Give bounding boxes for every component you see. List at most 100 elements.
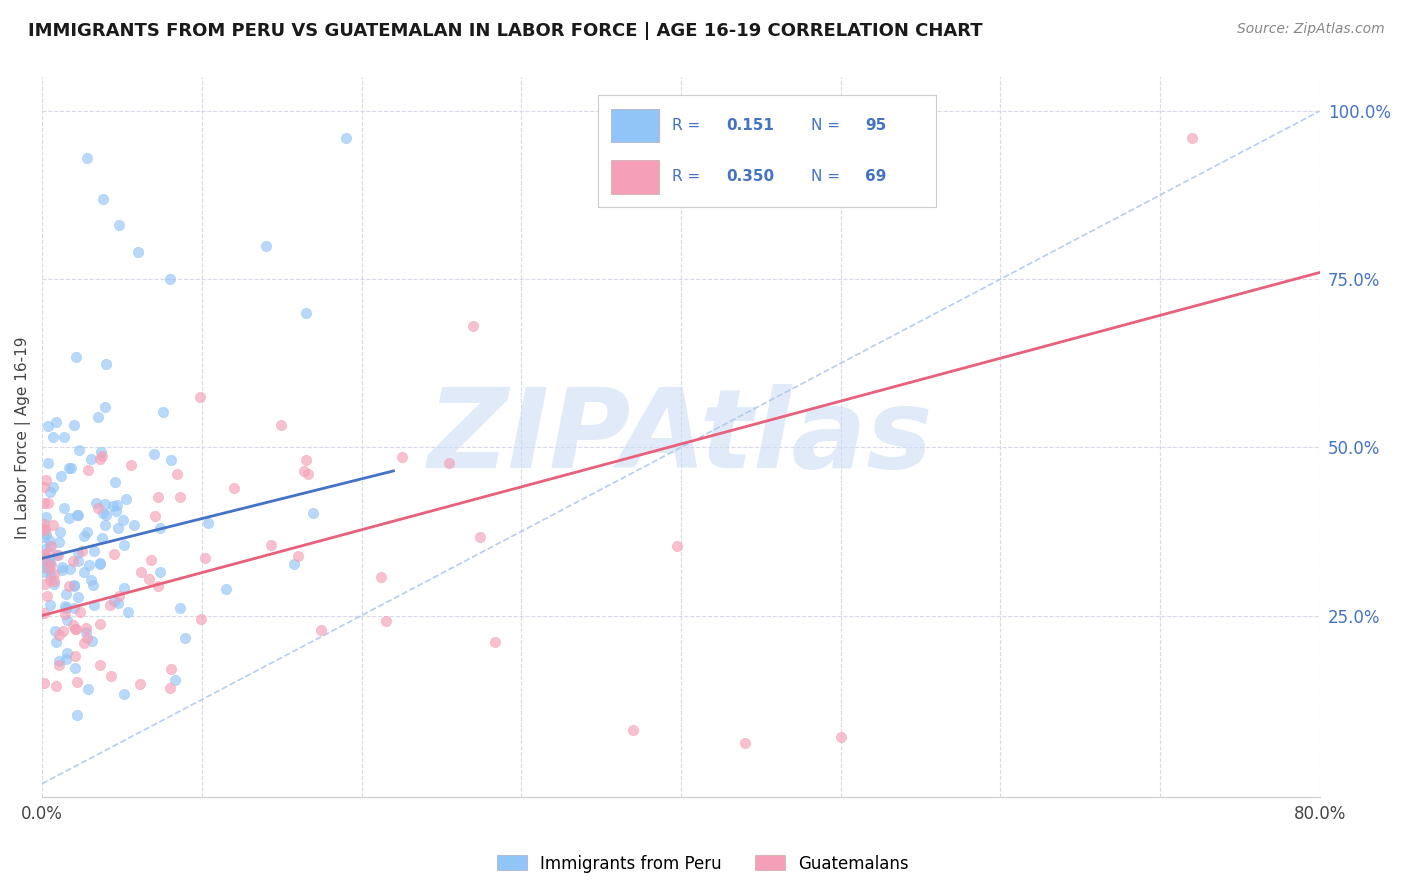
- Point: [665, 539, 688, 553]
- Point: [32, 547, 55, 561]
- Point: [73, 529, 96, 543]
- Point: [149, 565, 172, 579]
- Point: [32, 560, 55, 574]
- Point: [63, 579, 86, 593]
- Point: [62, 617, 84, 632]
- Point: [48, 658, 70, 673]
- Point: [38, 533, 60, 547]
- Point: [222, 481, 245, 495]
- Point: [70, 543, 93, 558]
- Point: [39, 484, 62, 499]
- Point: [101, 499, 124, 513]
- Point: [190, 612, 212, 626]
- Point: [63, 600, 86, 615]
- Point: [107, 596, 129, 610]
- Point: [294, 453, 316, 467]
- Point: [159, 663, 181, 677]
- Point: [194, 550, 217, 565]
- Text: Source: ZipAtlas.com: Source: ZipAtlas.com: [1237, 22, 1385, 37]
- Point: [51, 559, 73, 574]
- Point: [91, 531, 114, 545]
- Point: [42, 517, 65, 532]
- Point: [169, 491, 191, 505]
- Point: [104, 504, 127, 518]
- Point: [32, 552, 55, 566]
- Point: [32, 496, 55, 510]
- Point: [159, 453, 181, 467]
- Point: [52, 624, 75, 638]
- Point: [89, 658, 111, 673]
- Point: [49, 468, 72, 483]
- Point: [34, 606, 56, 620]
- Point: [94, 400, 117, 414]
- Point: [104, 475, 127, 489]
- Point: [335, 131, 357, 145]
- Point: [73, 566, 96, 580]
- Point: [55, 651, 77, 665]
- Point: [39, 556, 62, 570]
- Point: [55, 586, 77, 600]
- Point: [621, 723, 644, 737]
- Point: [143, 508, 166, 523]
- Point: [66, 554, 89, 568]
- Point: [55, 646, 77, 660]
- Point: [65, 350, 87, 364]
- Point: [86, 495, 108, 509]
- Point: [148, 579, 170, 593]
- Point: [1181, 131, 1204, 145]
- Point: [51, 563, 73, 577]
- Point: [44, 566, 66, 581]
- Point: [103, 547, 125, 561]
- Point: [117, 606, 139, 620]
- Point: [45, 635, 67, 649]
- Point: [159, 681, 181, 696]
- Point: [63, 622, 86, 636]
- Point: [89, 616, 111, 631]
- Point: [59, 561, 82, 575]
- Point: [37, 456, 59, 470]
- Point: [830, 730, 852, 744]
- Point: [32, 675, 55, 690]
- Point: [53, 607, 76, 622]
- Point: [159, 272, 181, 286]
- Point: [35, 555, 58, 569]
- Point: [48, 534, 70, 549]
- Point: [37, 589, 59, 603]
- Point: [166, 467, 188, 481]
- Point: [103, 594, 125, 608]
- Point: [94, 517, 117, 532]
- Point: [37, 546, 59, 560]
- Point: [63, 649, 86, 664]
- Point: [79, 452, 101, 467]
- Point: [38, 563, 60, 577]
- Point: [122, 518, 145, 533]
- Point: [56, 613, 79, 627]
- Point: [294, 463, 316, 477]
- Point: [484, 635, 506, 649]
- Point: [75, 621, 97, 635]
- Point: [82, 577, 104, 591]
- Point: [44, 574, 66, 589]
- Point: [114, 491, 136, 506]
- Point: [34, 473, 56, 487]
- Point: [83, 598, 105, 612]
- Point: [55, 600, 77, 615]
- Point: [39, 539, 62, 553]
- Point: [41, 567, 63, 582]
- Point: [73, 636, 96, 650]
- Y-axis label: In Labor Force | Age 16-19: In Labor Force | Age 16-19: [15, 336, 31, 539]
- Point: [152, 405, 174, 419]
- Point: [112, 687, 135, 701]
- Point: [91, 506, 114, 520]
- Point: [45, 678, 67, 692]
- Point: [294, 306, 316, 320]
- Point: [59, 461, 82, 475]
- Point: [139, 553, 162, 567]
- Point: [39, 558, 62, 572]
- Point: [67, 442, 90, 457]
- Point: [83, 543, 105, 558]
- Point: [76, 632, 98, 646]
- Point: [105, 498, 128, 512]
- Point: [38, 574, 60, 588]
- Point: [112, 582, 135, 596]
